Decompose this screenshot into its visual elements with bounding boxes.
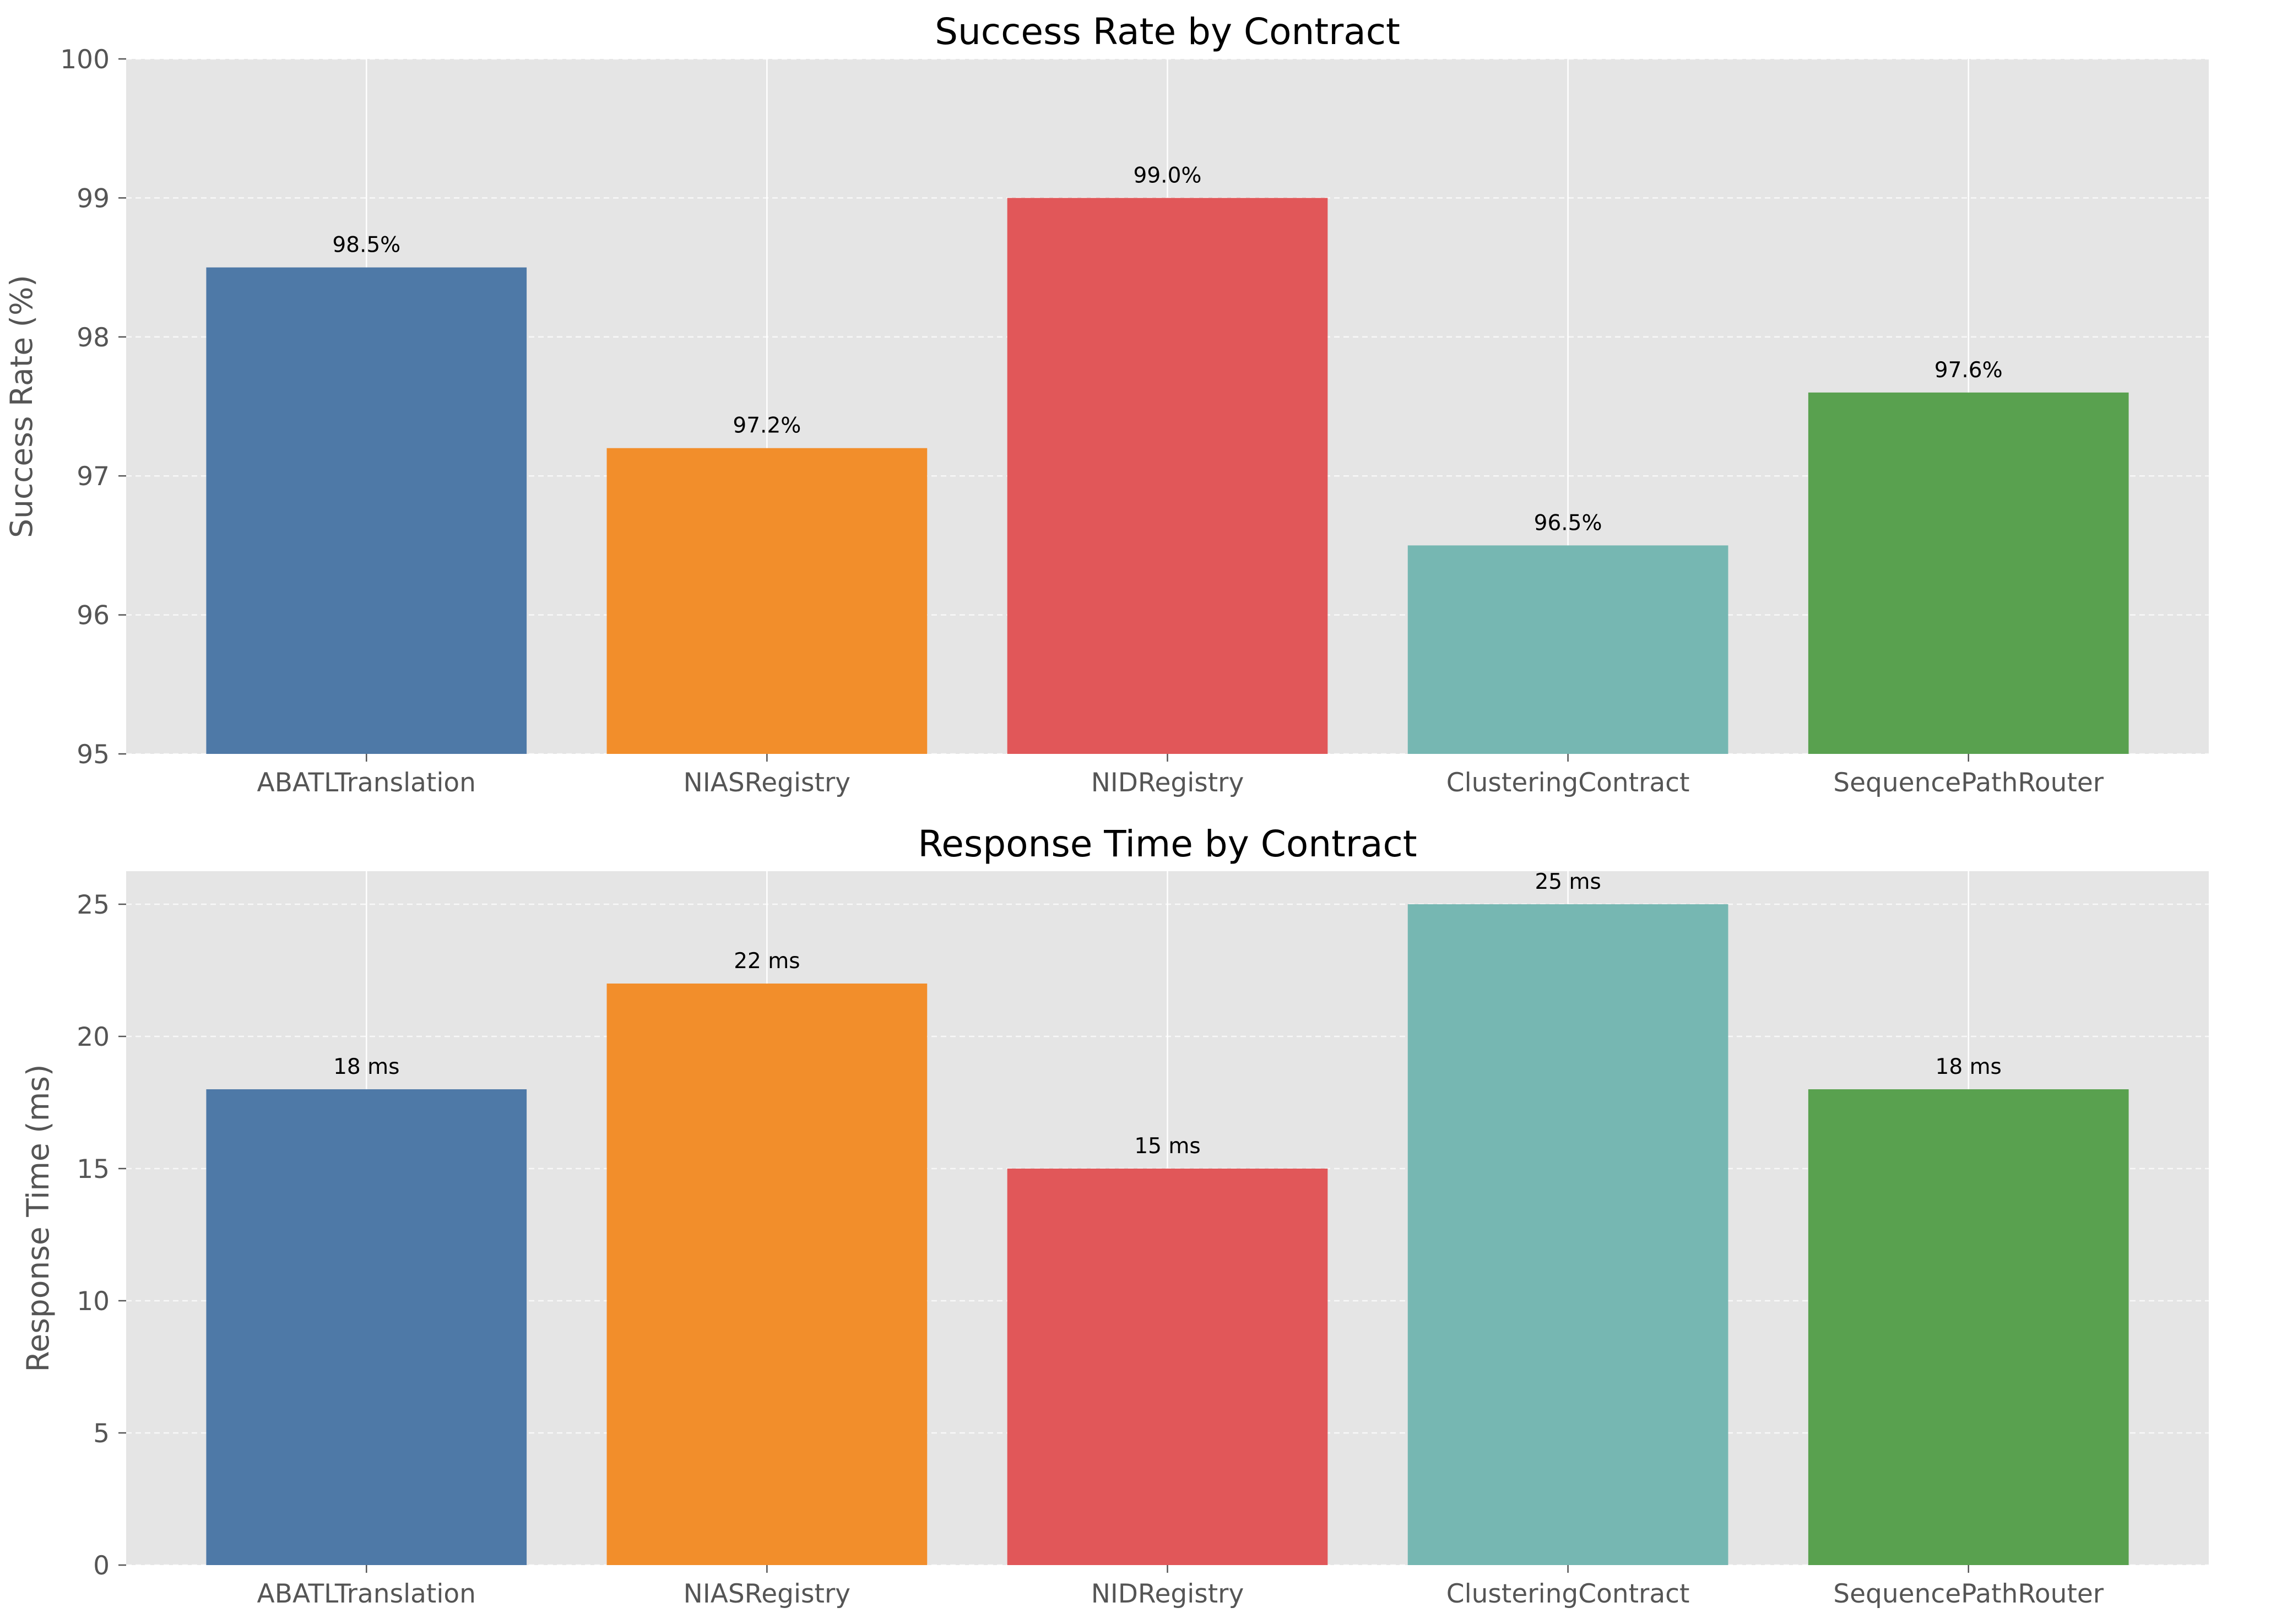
success-rate-data-label: 98.5% (332, 233, 400, 258)
success-rate-y-tick-label: 98 (77, 323, 110, 353)
response-time-y-tick-label: 5 (93, 1419, 110, 1449)
success-rate-x-tick-label: NIDRegistry (1091, 768, 1244, 798)
success-rate-x-tick-label: NIASRegistry (684, 768, 850, 798)
success-rate-x-tick-label: SequencePathRouter (1833, 768, 2104, 798)
success-rate-bar (1007, 198, 1328, 754)
success-rate-bar (606, 448, 928, 754)
response-time-chart: 18 ms 22 ms 15 ms 25 ms 18 ms 0 5 10 15 20 25 ABATL… (20, 823, 2209, 1609)
response-time-y-tick-label: 25 (77, 890, 110, 920)
response-time-bar (606, 984, 928, 1565)
response-time-data-label: 22 ms (734, 949, 800, 974)
response-time-bar (1808, 1089, 2129, 1565)
success-rate-y-tick-label: 95 (77, 740, 110, 770)
success-rate-data-label: 99.0% (1134, 163, 1202, 188)
response-time-chart-title: Response Time by Contract (918, 823, 1417, 865)
success-rate-y-axis-label: Success Rate (%) (4, 275, 39, 538)
response-time-y-tick-label: 0 (93, 1551, 110, 1581)
success-rate-y-tick-label: 99 (77, 183, 110, 214)
response-time-x-tick-label: NIASRegistry (684, 1579, 850, 1609)
success-rate-y-tick-label: 97 (77, 461, 110, 492)
response-time-x-tick-label: ABATLTranslation (257, 1579, 476, 1609)
response-time-y-tick-label: 15 (77, 1154, 110, 1185)
success-rate-data-label: 97.2% (733, 414, 801, 438)
success-rate-bar (1808, 392, 2129, 754)
success-rate-x-tick-label: ABATLTranslation (257, 768, 476, 798)
response-time-bar (1007, 1169, 1328, 1565)
success-rate-bar (206, 267, 527, 754)
response-time-x-tick-label: ClusteringContract (1446, 1579, 1690, 1609)
response-time-data-label: 18 ms (1936, 1055, 2002, 1079)
success-rate-bar (1407, 545, 1728, 754)
success-rate-chart-title: Success Rate by Contract (935, 10, 1400, 53)
response-time-x-tick-label: SequencePathRouter (1833, 1579, 2104, 1609)
success-rate-y-tick-label: 100 (60, 45, 110, 75)
response-time-y-tick-label: 20 (77, 1022, 110, 1052)
success-rate-chart: 98.5% 97.2% 99.0% 96.5% 97.6% 95 96 97 98 99 100 AB… (4, 10, 2209, 798)
success-rate-data-label: 97.6% (1934, 358, 2003, 383)
response-time-y-axis-label: Response Time (ms) (20, 1064, 56, 1372)
success-rate-y-tick-label: 96 (77, 601, 110, 631)
response-time-bar (1407, 904, 1728, 1565)
success-rate-data-label: 96.5% (1534, 510, 1602, 535)
response-time-x-tick-label: NIDRegistry (1091, 1579, 1244, 1609)
response-time-bar (206, 1089, 527, 1565)
response-time-data-label: 18 ms (333, 1055, 399, 1079)
response-time-y-tick-label: 10 (77, 1286, 110, 1317)
success-rate-x-tick-label: ClusteringContract (1446, 768, 1690, 798)
response-time-data-label: 25 ms (1535, 870, 1601, 894)
response-time-data-label: 15 ms (1134, 1134, 1200, 1159)
